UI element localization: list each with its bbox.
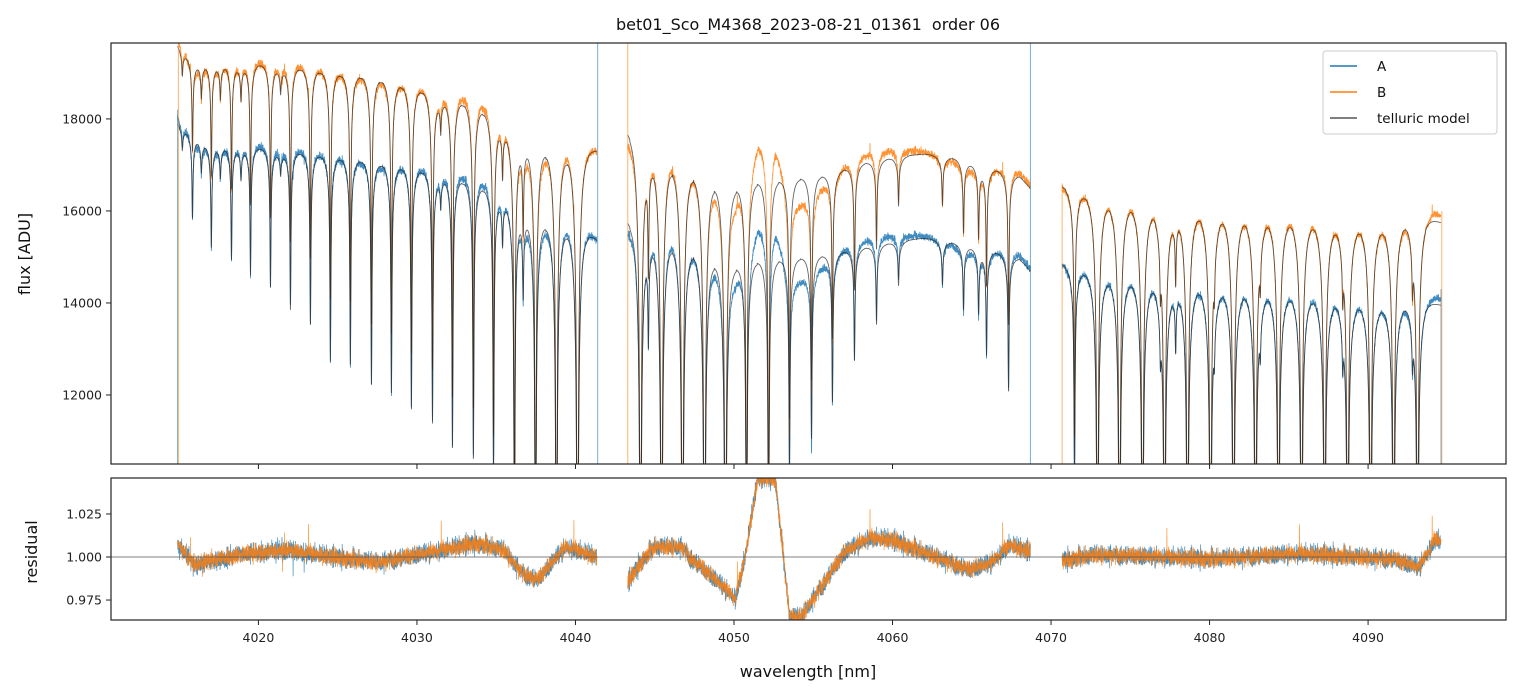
x-tick-label: 4050 (718, 630, 750, 645)
flux-y-tick-label: 18000 (62, 111, 102, 126)
residual-y-tick-label: 0.975 (66, 593, 102, 608)
legend-box (1322, 50, 1498, 135)
chart-title: bet01_Sco_M4368_2023-08-21_01361 order 0… (616, 15, 1000, 35)
legend-entry-telluric-model: telluric model (1330, 111, 1470, 127)
telluric-model-b-line (177, 46, 1442, 464)
flux-plot-area (177, 43, 1443, 464)
legend-label-b: B (1377, 85, 1386, 101)
legend-entry-a: A (1330, 59, 1387, 75)
flux-ticks: 12000 14000 16000 18000 (62, 111, 1369, 469)
residual-y-tick-label: 1.000 (66, 550, 102, 565)
x-tick-label: 4040 (560, 630, 592, 645)
x-tick-label: 4080 (1194, 630, 1226, 645)
residual-panel: 4020 4030 4040 4050 4060 4070 4080 4090 0.975 1.0… (22, 477, 1507, 681)
legend-label-telluric-model: telluric model (1377, 111, 1470, 127)
residual-ticks: 4020 4030 4040 4050 4060 4070 4080 4090 0.975 1.0… (66, 506, 1384, 645)
flux-axes-frame (110, 42, 1507, 465)
flux-panel: 12000 14000 16000 18000 flux [ADU] (15, 42, 1507, 469)
residual-b-line (177, 478, 1442, 620)
series-b-line (177, 43, 1442, 464)
x-tick-label: 4020 (243, 630, 275, 645)
residual-axes-frame (110, 477, 1507, 621)
x-tick-label: 4060 (877, 630, 909, 645)
legend: A B telluric model (1322, 50, 1498, 135)
legend-entry-b: B (1330, 85, 1386, 101)
x-axis-label: wavelength [nm] (740, 662, 877, 681)
flux-y-tick-label: 16000 (62, 203, 102, 218)
residual-y-tick-label: 1.025 (66, 506, 102, 521)
residual-y-label: residual (22, 520, 41, 583)
flux-y-label: flux [ADU] (15, 213, 34, 295)
telluric-model-a-line (177, 123, 1442, 464)
legend-label-a: A (1377, 59, 1387, 75)
x-tick-label: 4070 (1035, 630, 1067, 645)
x-tick-label: 4030 (401, 630, 433, 645)
flux-y-tick-label: 12000 (62, 387, 102, 402)
residual-a-line (177, 478, 1442, 620)
flux-y-tick-label: 14000 (62, 295, 102, 310)
x-tick-label: 4090 (1352, 630, 1384, 645)
residual-plot-area (111, 478, 1506, 620)
